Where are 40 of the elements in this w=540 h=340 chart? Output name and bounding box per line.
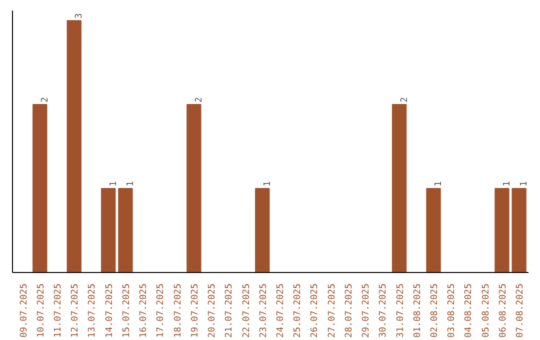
data-label: 1 <box>434 181 444 187</box>
x-tick-label: 29.07.2025 <box>362 283 372 338</box>
x-tick-label: 16.07.2025 <box>139 283 150 338</box>
x-tick-label: 11.07.2025 <box>54 283 64 338</box>
data-label: 3 <box>74 13 85 19</box>
x-tick-label: 14.07.2025 <box>104 283 115 338</box>
data-label: 2 <box>40 97 50 103</box>
x-tick-label: 21.07.2025 <box>224 283 235 338</box>
x-tick-label: 26.07.2025 <box>310 283 320 338</box>
x-tick-label: 15.07.2025 <box>122 283 132 338</box>
data-label: 2 <box>194 97 204 103</box>
x-tick-label: 03.08.2025 <box>447 283 458 338</box>
data-label: 2 <box>400 97 410 103</box>
data-label: 1 <box>502 181 512 187</box>
x-tick-label: 12.07.2025 <box>70 283 81 338</box>
x-tick-label: 30.07.2025 <box>378 283 389 338</box>
x-tick-label: 31.07.2025 <box>396 283 406 338</box>
data-label: 1 <box>262 181 273 187</box>
x-tick-label: 24.07.2025 <box>276 283 286 338</box>
x-tick-label: 18.07.2025 <box>173 283 184 338</box>
data-label: 1 <box>126 181 136 187</box>
x-tick-label: 27.07.2025 <box>327 283 338 338</box>
x-tick-label: 25.07.2025 <box>293 283 304 338</box>
x-tick-label: 09.07.2025 <box>19 283 30 338</box>
x-tick-label: 06.08.2025 <box>498 283 508 338</box>
x-tick-label: 02.08.2025 <box>430 283 440 338</box>
x-tick-label: 20.07.2025 <box>208 283 218 338</box>
x-tick-label: 28.07.2025 <box>344 283 354 338</box>
x-tick-label: 19.07.2025 <box>190 283 200 338</box>
x-tick-label: 05.08.2025 <box>481 283 492 338</box>
data-label: 1 <box>108 181 119 187</box>
x-tick-label: 10.07.2025 <box>36 283 46 338</box>
x-tick-label: 22.07.2025 <box>242 283 252 338</box>
x-tick-label: 13.07.2025 <box>88 283 98 338</box>
x-tick-label: 17.07.2025 <box>156 283 166 338</box>
x-tick-label: 01.08.2025 <box>412 283 423 338</box>
data-label: 1 <box>520 181 530 187</box>
x-tick-label: 07.08.2025 <box>516 283 526 338</box>
x-tick-label: 04.08.2025 <box>464 283 474 338</box>
x-tick-label: 23.07.2025 <box>258 283 269 338</box>
